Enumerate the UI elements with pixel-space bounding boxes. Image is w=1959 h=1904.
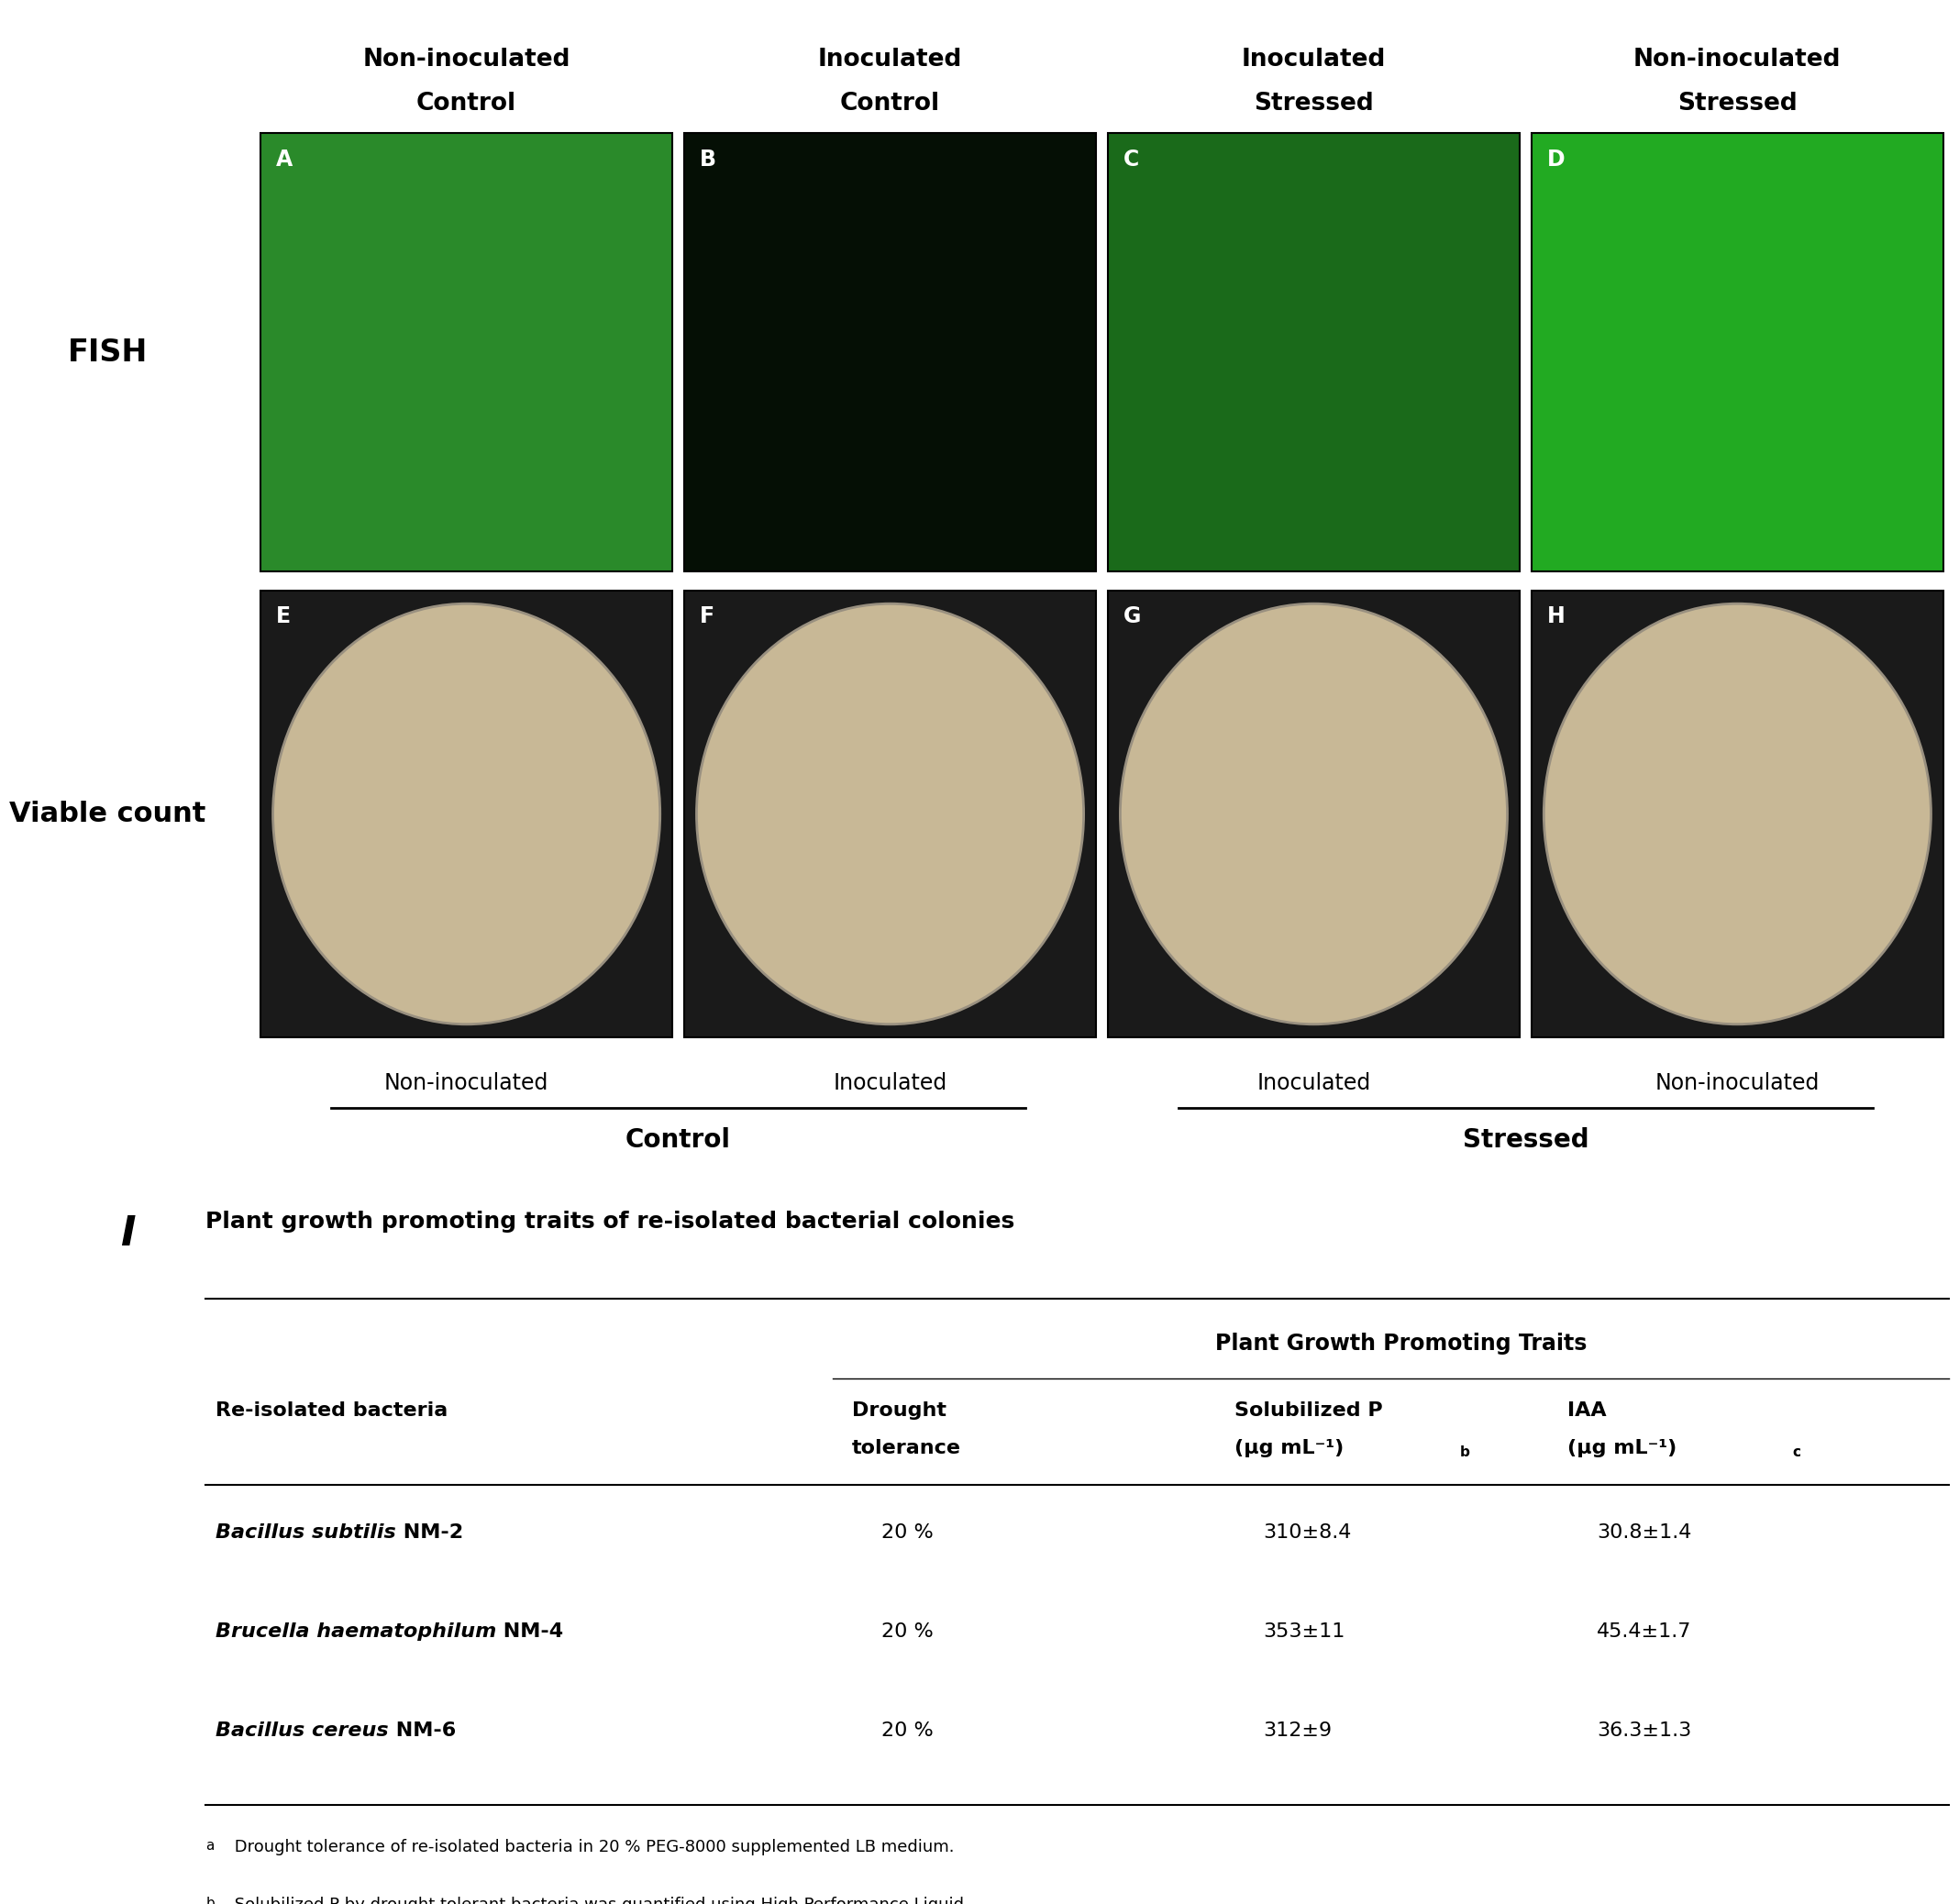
Bar bbox=[1532, 590, 1943, 1038]
Text: Viable count: Viable count bbox=[10, 802, 206, 826]
Text: Bacillus cereus: Bacillus cereus bbox=[215, 1721, 388, 1740]
Text: 30.8±1.4: 30.8±1.4 bbox=[1597, 1523, 1691, 1542]
Text: Inoculated: Inoculated bbox=[833, 1072, 946, 1095]
Text: F: F bbox=[699, 605, 715, 628]
Text: C: C bbox=[1124, 149, 1140, 171]
Text: Non-inoculated: Non-inoculated bbox=[1634, 48, 1841, 72]
Text: Drought tolerance of re-isolated bacteria in 20 % PEG-8000 supplemented LB mediu: Drought tolerance of re-isolated bacteri… bbox=[229, 1839, 954, 1856]
Text: Control: Control bbox=[417, 91, 517, 116]
Text: Inoculated: Inoculated bbox=[1258, 1072, 1371, 1095]
Text: Plant Growth Promoting Traits: Plant Growth Promoting Traits bbox=[1215, 1333, 1587, 1356]
Text: 36.3±1.3: 36.3±1.3 bbox=[1597, 1721, 1691, 1740]
Text: Inoculated: Inoculated bbox=[1242, 48, 1385, 72]
Ellipse shape bbox=[697, 604, 1083, 1024]
Text: FISH: FISH bbox=[69, 337, 147, 367]
Text: a: a bbox=[206, 1839, 214, 1853]
Text: 353±11: 353±11 bbox=[1264, 1622, 1346, 1641]
Text: Stressed: Stressed bbox=[1677, 91, 1796, 116]
Bar bbox=[1109, 133, 1520, 571]
Text: Non-inoculated: Non-inoculated bbox=[362, 48, 570, 72]
Text: Inoculated: Inoculated bbox=[819, 48, 962, 72]
Text: A: A bbox=[276, 149, 294, 171]
Ellipse shape bbox=[1121, 604, 1506, 1024]
Bar bbox=[261, 133, 672, 571]
Text: 20 %: 20 % bbox=[882, 1721, 934, 1740]
Text: (μg mL⁻¹): (μg mL⁻¹) bbox=[1234, 1439, 1344, 1458]
Text: Bacillus subtilis: Bacillus subtilis bbox=[215, 1523, 396, 1542]
Text: Drought: Drought bbox=[852, 1401, 946, 1420]
Text: D: D bbox=[1548, 149, 1565, 171]
Text: E: E bbox=[276, 605, 292, 628]
Text: 312±9: 312±9 bbox=[1264, 1721, 1332, 1740]
Text: 20 %: 20 % bbox=[882, 1622, 934, 1641]
Text: NM-4: NM-4 bbox=[496, 1622, 564, 1641]
Text: 20 %: 20 % bbox=[882, 1523, 934, 1542]
Text: Re-isolated bacteria: Re-isolated bacteria bbox=[215, 1401, 449, 1420]
Bar bbox=[1532, 133, 1943, 571]
Text: Control: Control bbox=[840, 91, 940, 116]
Text: c: c bbox=[1792, 1445, 1800, 1458]
Bar bbox=[684, 133, 1097, 571]
Text: NM-6: NM-6 bbox=[388, 1721, 456, 1740]
Bar bbox=[684, 590, 1097, 1038]
Ellipse shape bbox=[272, 604, 660, 1024]
Bar bbox=[261, 590, 672, 1038]
Text: Control: Control bbox=[625, 1127, 731, 1152]
Text: 310±8.4: 310±8.4 bbox=[1264, 1523, 1352, 1542]
Text: tolerance: tolerance bbox=[852, 1439, 962, 1458]
Text: I: I bbox=[119, 1215, 135, 1255]
Text: Stressed: Stressed bbox=[1254, 91, 1373, 116]
Text: G: G bbox=[1124, 605, 1142, 628]
Text: Plant growth promoting traits of re-isolated bacterial colonies: Plant growth promoting traits of re-isol… bbox=[206, 1211, 1015, 1234]
Text: Stressed: Stressed bbox=[1463, 1127, 1589, 1152]
Text: B: B bbox=[699, 149, 717, 171]
Text: H: H bbox=[1548, 605, 1565, 628]
Text: b: b bbox=[1459, 1445, 1469, 1458]
Text: Brucella haematophilum: Brucella haematophilum bbox=[215, 1622, 496, 1641]
Bar bbox=[1109, 590, 1520, 1038]
Text: Non-inoculated: Non-inoculated bbox=[384, 1072, 549, 1095]
Ellipse shape bbox=[1544, 604, 1932, 1024]
Text: NM-2: NM-2 bbox=[396, 1523, 462, 1542]
Text: b: b bbox=[206, 1896, 215, 1904]
Text: Non-inoculated: Non-inoculated bbox=[1655, 1072, 1820, 1095]
Text: IAA: IAA bbox=[1567, 1401, 1606, 1420]
Text: Solubilized P: Solubilized P bbox=[1234, 1401, 1383, 1420]
Text: 45.4±1.7: 45.4±1.7 bbox=[1597, 1622, 1691, 1641]
Text: Solubilized P by drought tolerant bacteria was quantified using High Performance: Solubilized P by drought tolerant bacter… bbox=[229, 1896, 964, 1904]
Text: (μg mL⁻¹): (μg mL⁻¹) bbox=[1567, 1439, 1677, 1458]
